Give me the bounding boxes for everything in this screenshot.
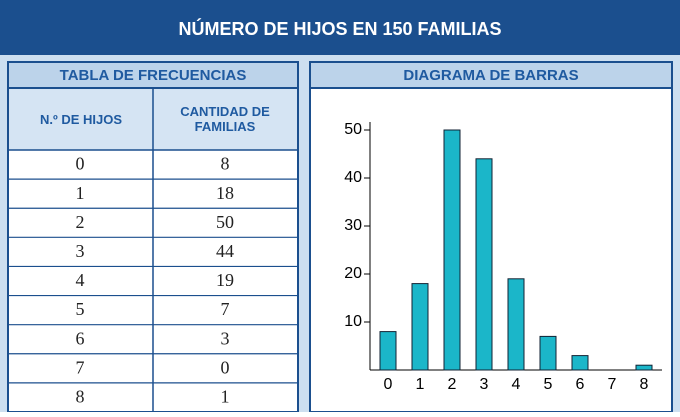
col-head: N.º DE HIJOS bbox=[39, 111, 123, 127]
bar bbox=[539, 335, 557, 371]
cell: 0 bbox=[76, 154, 85, 174]
x-tick-label: 5 bbox=[544, 376, 553, 393]
chart-title: DIAGRAMA DE BARRAS bbox=[403, 67, 578, 84]
page-title: NÚMERO DE HIJOS EN 150 FAMILIAS bbox=[178, 18, 501, 39]
col-head: CANTIDAD DE FAMILIAS bbox=[180, 104, 270, 134]
col-head-text: N.º DE HIJOS bbox=[39, 111, 123, 127]
y-tick-label: 30 bbox=[344, 217, 362, 234]
bar bbox=[507, 278, 525, 371]
y-tick-label: 50 bbox=[344, 121, 362, 138]
cell: 1 bbox=[221, 387, 230, 407]
cell: 4 bbox=[76, 270, 85, 290]
cell: 44 bbox=[216, 241, 234, 261]
col-head-text: CANTIDAD DE FAMILIAS bbox=[180, 104, 270, 134]
bar bbox=[379, 331, 397, 371]
cell: 2 bbox=[76, 212, 85, 232]
bar bbox=[411, 283, 429, 371]
x-tick-label: 2 bbox=[448, 376, 457, 393]
x-tick-label: 0 bbox=[384, 376, 393, 393]
cell: 1 bbox=[76, 183, 85, 203]
y-tick-label: 40 bbox=[344, 169, 362, 186]
cell: 7 bbox=[76, 357, 85, 377]
cell: 7 bbox=[221, 299, 230, 319]
cell: 3 bbox=[221, 328, 230, 348]
cell: 6 bbox=[76, 328, 85, 348]
cell: 18 bbox=[216, 183, 234, 203]
y-tick-label: 10 bbox=[344, 313, 362, 330]
x-tick-label: 3 bbox=[480, 376, 489, 393]
cell: 3 bbox=[76, 241, 85, 261]
title-bar bbox=[0, 0, 680, 55]
cell: 5 bbox=[76, 299, 85, 319]
bar bbox=[443, 129, 461, 371]
cell: 8 bbox=[221, 154, 230, 174]
cell: 50 bbox=[216, 212, 234, 232]
x-tick-label: 7 bbox=[608, 376, 617, 393]
y-tick-label: 20 bbox=[344, 265, 362, 282]
x-tick-label: 8 bbox=[640, 376, 649, 393]
bar bbox=[571, 355, 589, 371]
chart-header bbox=[311, 63, 671, 88]
x-tick-label: 1 bbox=[416, 376, 425, 393]
x-tick-label: 4 bbox=[512, 376, 521, 393]
table-title: TABLA DE FRECUENCIAS bbox=[60, 67, 247, 84]
x-tick-label: 6 bbox=[576, 376, 585, 393]
cell: 0 bbox=[221, 357, 230, 377]
table-header bbox=[9, 63, 297, 88]
cell: 19 bbox=[216, 270, 234, 290]
bar bbox=[635, 364, 653, 371]
bar bbox=[475, 158, 493, 371]
cell: 8 bbox=[76, 387, 85, 407]
